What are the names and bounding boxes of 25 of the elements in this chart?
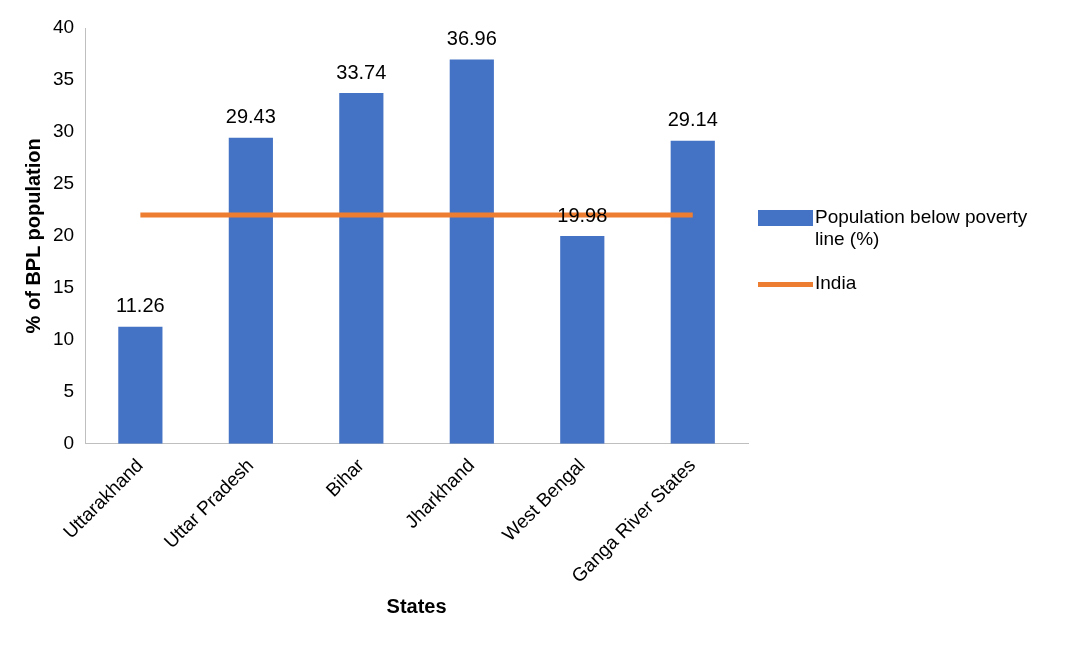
legend-label: Population below poverty line (%) [815,205,1029,250]
y-tick-label: 40 [52,16,75,38]
data-label: 11.26 [116,294,165,317]
bar [449,59,494,444]
y-tick-label: 0 [63,431,75,453]
x-axis-title: States [386,594,447,617]
y-axis-title: % of BPL population [21,138,44,334]
y-tick-label: 15 [52,276,75,298]
data-label: 19.98 [557,203,608,226]
y-tick-label: 20 [52,224,75,246]
legend-label: India [815,271,857,294]
bar [228,137,273,444]
data-label: 29.43 [225,105,276,128]
data-label: 33.74 [336,60,387,83]
bar [118,326,163,444]
bar [339,93,384,444]
bar [560,236,605,444]
data-label: 36.96 [446,27,497,50]
y-tick-label: 30 [52,120,75,142]
y-tick-label: 35 [52,68,75,90]
y-tick-label: 5 [63,379,75,401]
data-label: 29.14 [667,108,718,131]
y-tick-label: 10 [52,327,75,349]
bar [670,140,715,444]
y-tick-label: 25 [52,172,75,194]
